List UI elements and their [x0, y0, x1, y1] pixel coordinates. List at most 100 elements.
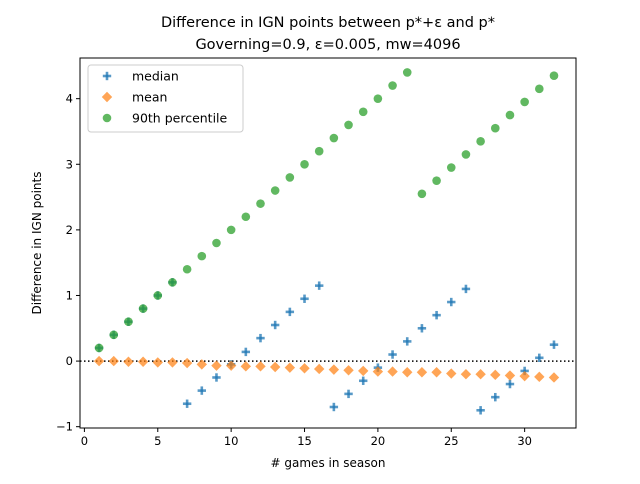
mean-point — [460, 369, 472, 380]
mean-point — [490, 369, 501, 381]
90th-percentile-point — [241, 212, 251, 222]
median-point — [314, 281, 324, 290]
mean-point — [225, 360, 237, 371]
chart-subtitle: Governing=0.9, ε=0.005, mw=4096 — [195, 37, 460, 53]
mean-point — [196, 359, 207, 370]
mean-point — [108, 355, 119, 367]
x-tick-label: 25 — [444, 434, 459, 448]
x-tick-label: 0 — [81, 434, 88, 448]
legend-label-mean: mean — [132, 90, 167, 105]
90th-percentile-point — [212, 238, 221, 248]
mean-point — [416, 367, 428, 378]
90th-percentile-point — [549, 71, 559, 81]
90th-percentile-point — [168, 278, 177, 287]
mean-point — [372, 366, 384, 377]
y-tick-label: 3 — [66, 157, 73, 171]
mean-point — [358, 365, 369, 377]
90th-percentile-point — [490, 123, 500, 133]
legend: median mean 90th percentile — [87, 64, 244, 133]
legend-label-median: median — [132, 69, 179, 84]
legend-item-90th-percentile: 90th percentile — [102, 111, 228, 126]
x-tick-label: 30 — [517, 434, 532, 448]
y-tick-label: 1 — [66, 288, 73, 302]
median-point — [270, 320, 280, 330]
mean-point — [475, 369, 486, 380]
x-tick-label: 5 — [154, 434, 161, 448]
mean-point — [402, 367, 413, 378]
median-point — [197, 386, 206, 395]
median-point — [388, 350, 397, 359]
mean-point — [387, 366, 398, 377]
median-point — [285, 307, 295, 317]
median-point — [212, 373, 221, 382]
x-axis-label: # games in season — [271, 456, 386, 470]
90th-percentile-point — [109, 330, 119, 340]
90th-percentile-point — [388, 81, 397, 90]
90th-percentile-point — [358, 107, 368, 117]
mean-point — [519, 370, 530, 382]
median-point — [476, 406, 485, 415]
mean-point — [548, 372, 560, 383]
series-mean — [93, 355, 560, 383]
median-point — [403, 337, 412, 346]
mean-point — [137, 356, 149, 367]
y-tick-label: 0 — [66, 354, 73, 368]
90th-percentile-point — [226, 225, 236, 235]
90th-percentile-point — [432, 176, 441, 185]
mean-point — [343, 365, 354, 376]
x-tick-label: 10 — [224, 434, 239, 448]
90th-percentile-point — [197, 251, 207, 261]
90th-percentile-point — [182, 264, 192, 274]
median-point — [256, 333, 265, 343]
y-tick-label: 4 — [66, 92, 73, 106]
90th-percentile-point — [373, 94, 383, 103]
90th-percentile-point — [314, 146, 324, 156]
median-point — [535, 353, 544, 363]
median-point — [491, 392, 500, 402]
median-point — [505, 379, 515, 389]
mean-point — [240, 361, 252, 372]
y-tick-label: −1 — [56, 420, 73, 434]
mean-point — [504, 370, 516, 381]
series-90th-percentile — [94, 68, 559, 353]
legend-marker-mean — [101, 91, 113, 103]
90th-percentile-point — [505, 110, 515, 120]
mean-point — [167, 357, 178, 368]
legend-marker-median — [102, 71, 112, 81]
median-point — [549, 340, 559, 349]
mean-point — [181, 357, 193, 369]
mean-point — [534, 371, 545, 383]
median-point — [182, 399, 192, 408]
90th-percentile-point — [285, 173, 295, 182]
mean-point — [269, 361, 281, 373]
y-axis-label: Difference in IGN points — [30, 172, 44, 315]
90th-percentile-point — [402, 68, 412, 77]
x-axis-ticks: 0 5 10 15 20 25 30 — [81, 428, 532, 448]
median-point — [344, 389, 353, 399]
median-point — [447, 297, 456, 307]
mean-point — [446, 368, 457, 379]
mean-point — [328, 364, 340, 375]
y-tick-label: 2 — [66, 223, 73, 237]
mean-point — [284, 362, 296, 373]
90th-percentile-point — [138, 304, 148, 313]
median-point — [329, 402, 339, 412]
90th-percentile-point — [520, 97, 529, 107]
median-point — [359, 376, 368, 385]
90th-percentile-point — [535, 84, 544, 94]
mean-point — [93, 355, 105, 367]
median-point — [241, 347, 251, 357]
90th-percentile-point — [329, 133, 339, 143]
median-point — [461, 284, 471, 294]
90th-percentile-point — [270, 186, 280, 195]
mean-point — [299, 363, 310, 374]
x-tick-label: 15 — [297, 434, 312, 448]
90th-percentile-point — [94, 343, 104, 353]
mean-point — [313, 363, 325, 375]
mean-point — [211, 360, 222, 371]
y-axis-ticks: −1 0 1 2 3 4 — [56, 92, 80, 434]
90th-percentile-point — [300, 159, 309, 169]
90th-percentile-point — [153, 291, 163, 300]
mean-point — [431, 367, 442, 378]
